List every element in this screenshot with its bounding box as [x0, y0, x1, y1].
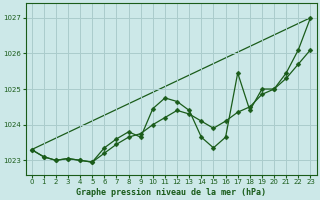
X-axis label: Graphe pression niveau de la mer (hPa): Graphe pression niveau de la mer (hPa): [76, 188, 266, 197]
